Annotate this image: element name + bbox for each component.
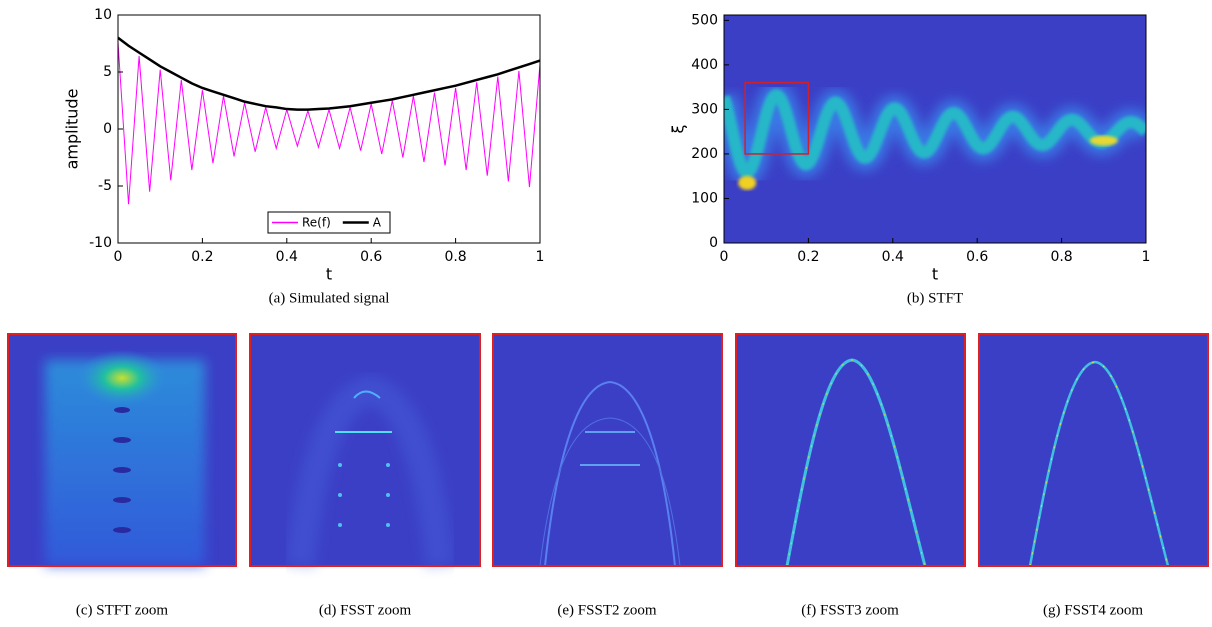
- zoom-image-e: [492, 333, 723, 567]
- y-tick-label: 10: [94, 7, 112, 23]
- series-line: [118, 42, 540, 205]
- ridge: [724, 89, 1146, 179]
- y-tick-label: 100: [691, 190, 718, 206]
- x-tick-label: 1: [1142, 249, 1151, 265]
- x-tick-label: 1: [536, 249, 545, 265]
- x-tick-label: 0.8: [1050, 249, 1072, 265]
- x-tick-label: 0.4: [882, 249, 904, 265]
- x-tick-label: 0.2: [191, 249, 213, 265]
- y-axis-label: amplitude: [63, 89, 82, 170]
- zoom-image-f: [735, 333, 966, 567]
- y-tick-label: -10: [89, 235, 112, 251]
- caption: (f) FSST3 zoom: [801, 602, 899, 618]
- legend-label: A: [373, 216, 382, 230]
- x-tick-label: 0.4: [276, 249, 298, 265]
- x-tick-label: 0.6: [360, 249, 382, 265]
- plot: [118, 36, 540, 205]
- legend-box: [267, 211, 391, 234]
- zoom-image-g: [978, 333, 1209, 567]
- x-tick-label: 0: [114, 249, 123, 265]
- y-tick-label: 0: [103, 121, 112, 137]
- zoom-image-d: [249, 333, 481, 568]
- caption: (d) FSST zoom: [319, 602, 412, 618]
- x-axis-label: t: [326, 265, 332, 284]
- x-tick-label: 0.8: [444, 249, 466, 265]
- zoom-box: [744, 81, 810, 155]
- caption: (c) STFT zoom: [76, 602, 169, 618]
- caption: (e) FSST2 zoom: [557, 602, 656, 618]
- y-tick-label: -5: [98, 178, 112, 194]
- series-line: [118, 36, 540, 111]
- y-tick-label: 400: [691, 57, 718, 73]
- caption: (a) Simulated signal: [269, 290, 390, 306]
- x-tick-label: 0: [720, 249, 729, 265]
- zoom-image-c: [7, 333, 237, 567]
- caption: (b) STFT: [907, 290, 963, 306]
- y-tick-label: 200: [691, 146, 718, 162]
- y-axis-label: ξ: [669, 124, 688, 133]
- y-tick-label: 0: [709, 235, 718, 251]
- ridge-peak: [1089, 135, 1118, 146]
- heatmap-ridge: [724, 82, 1146, 190]
- x-tick-label: 0.2: [797, 249, 819, 265]
- ridge-peak: [738, 175, 757, 190]
- caption: (g) FSST4 zoom: [1043, 602, 1143, 618]
- x-axis-label: t: [932, 265, 938, 284]
- axes-frame: [117, 14, 541, 244]
- y-tick-label: 300: [691, 101, 718, 117]
- y-tick-label: 500: [691, 12, 718, 28]
- x-tick-label: 0.6: [966, 249, 988, 265]
- y-tick-label: 5: [103, 64, 112, 80]
- axes-frame: [723, 14, 1147, 244]
- legend-label: Re(f): [302, 216, 331, 230]
